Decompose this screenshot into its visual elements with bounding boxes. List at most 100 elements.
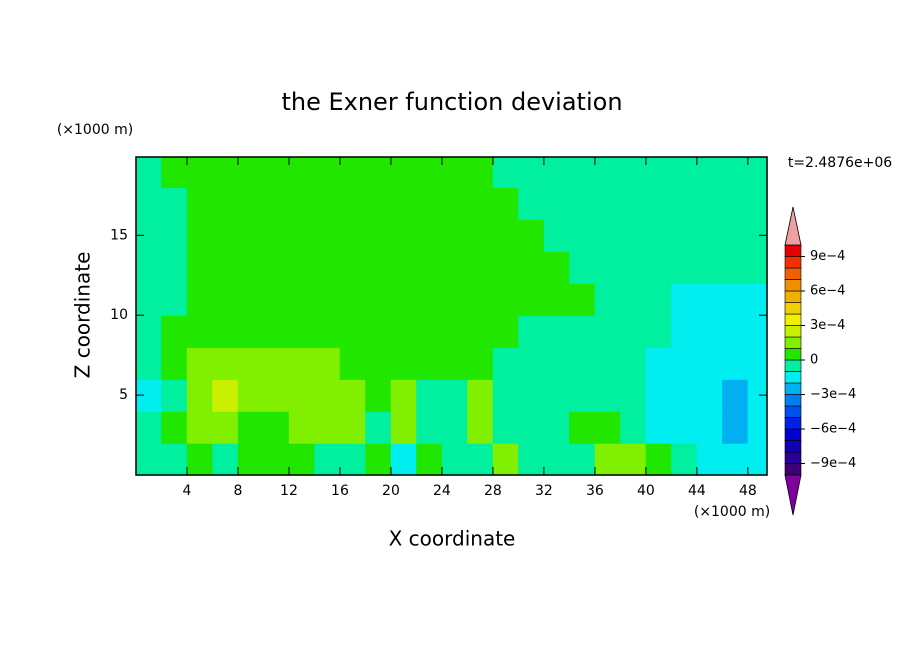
contour-cell	[620, 251, 647, 284]
contour-cell	[186, 251, 214, 284]
contour-cell	[722, 315, 749, 348]
contour-cell	[696, 219, 724, 252]
contour-cell	[594, 442, 622, 476]
contour-cell	[594, 378, 622, 412]
contour-cell	[492, 156, 520, 189]
contour-cell	[416, 251, 443, 284]
colorbar-bin	[784, 325, 802, 338]
contour-cell	[135, 283, 163, 316]
y-axis-label: Z coordinate	[71, 252, 95, 379]
colorbar-tick-label: −9e−4	[810, 456, 856, 471]
contour-cell	[543, 187, 571, 220]
colorbar-bin	[784, 279, 802, 292]
contour-cell	[441, 410, 469, 444]
contour-cell	[441, 347, 469, 380]
contour-cell	[620, 219, 647, 252]
contour-cell	[186, 347, 214, 380]
contour-cell	[645, 410, 673, 444]
contour-cell	[390, 187, 418, 220]
contour-cell	[416, 442, 443, 476]
contour-cell	[365, 219, 392, 252]
contour-cell	[390, 378, 418, 412]
contour-cell	[645, 187, 673, 220]
contour-cell	[212, 410, 239, 444]
colorbar-bin	[784, 428, 802, 441]
contour-cell	[288, 442, 316, 476]
contour-cell	[569, 347, 596, 380]
contour-cell	[620, 347, 647, 380]
contour-cell	[365, 442, 392, 476]
contour-cell	[671, 219, 698, 252]
contour-cell	[237, 187, 265, 220]
x-tick-label: 4	[183, 483, 192, 499]
contour-cell	[569, 315, 596, 348]
contour-cell	[671, 410, 698, 444]
contour-cell	[161, 251, 188, 284]
contour-cell	[671, 347, 698, 380]
contour-cell	[645, 442, 673, 476]
contour-cell	[288, 219, 316, 252]
x-tick-label: 16	[331, 483, 349, 499]
contour-cell	[594, 219, 622, 252]
contour-cell	[416, 219, 443, 252]
contour-cell	[543, 378, 571, 412]
contour-cell	[339, 378, 367, 412]
contour-cell	[543, 315, 571, 348]
contour-cell	[339, 156, 367, 189]
contour-cell	[722, 187, 749, 220]
contour-cell	[671, 156, 698, 189]
contour-cell	[620, 378, 647, 412]
contour-cell	[186, 283, 214, 316]
contour-cell	[390, 410, 418, 444]
contour-cell	[365, 378, 392, 412]
contour-cell	[390, 283, 418, 316]
contour-cell	[237, 251, 265, 284]
contour-cell	[416, 410, 443, 444]
contour-cell	[288, 283, 316, 316]
contour-cell	[339, 442, 367, 476]
contour-cell	[620, 410, 647, 444]
contour-cell	[161, 283, 188, 316]
colorbar-bin	[784, 313, 802, 326]
contour-cell	[441, 283, 469, 316]
colorbar-tick-label: −3e−4	[810, 387, 856, 402]
contour-cell	[237, 378, 265, 412]
contour-cell	[390, 219, 418, 252]
contour-cell	[543, 442, 571, 476]
contour-cell	[645, 315, 673, 348]
contour-cell	[594, 187, 622, 220]
x-tick-label: 48	[739, 483, 757, 499]
contour-cell	[696, 347, 724, 380]
contour-cell	[365, 315, 392, 348]
contour-cell	[518, 251, 545, 284]
contour-cell	[365, 156, 392, 189]
contour-cell	[569, 442, 596, 476]
contour-cell	[492, 410, 520, 444]
contour-cell	[594, 347, 622, 380]
contour-cell	[518, 410, 545, 444]
y-tick-label: 5	[119, 387, 128, 403]
colorbar-bin	[784, 451, 802, 464]
contour-cell	[671, 283, 698, 316]
contour-cell	[492, 442, 520, 476]
contour-cell	[569, 251, 596, 284]
colorbar-bin	[784, 417, 802, 430]
contour-cell	[237, 347, 265, 380]
contour-cell	[314, 156, 341, 189]
contour-cell	[161, 156, 188, 189]
contour-cell	[339, 219, 367, 252]
contour-cell	[467, 442, 494, 476]
contour-cell	[467, 156, 494, 189]
contour-cell	[212, 156, 239, 189]
contour-cell	[135, 251, 163, 284]
x-tick-label: 44	[688, 483, 706, 499]
contour-cell	[722, 251, 749, 284]
contour-cell	[620, 442, 647, 476]
contour-cell	[620, 283, 647, 316]
contour-cell	[263, 219, 290, 252]
contour-cell	[518, 315, 545, 348]
contour-cell	[314, 315, 341, 348]
contour-cell	[314, 187, 341, 220]
contour-cell	[569, 378, 596, 412]
colorbar-bin	[784, 394, 802, 407]
